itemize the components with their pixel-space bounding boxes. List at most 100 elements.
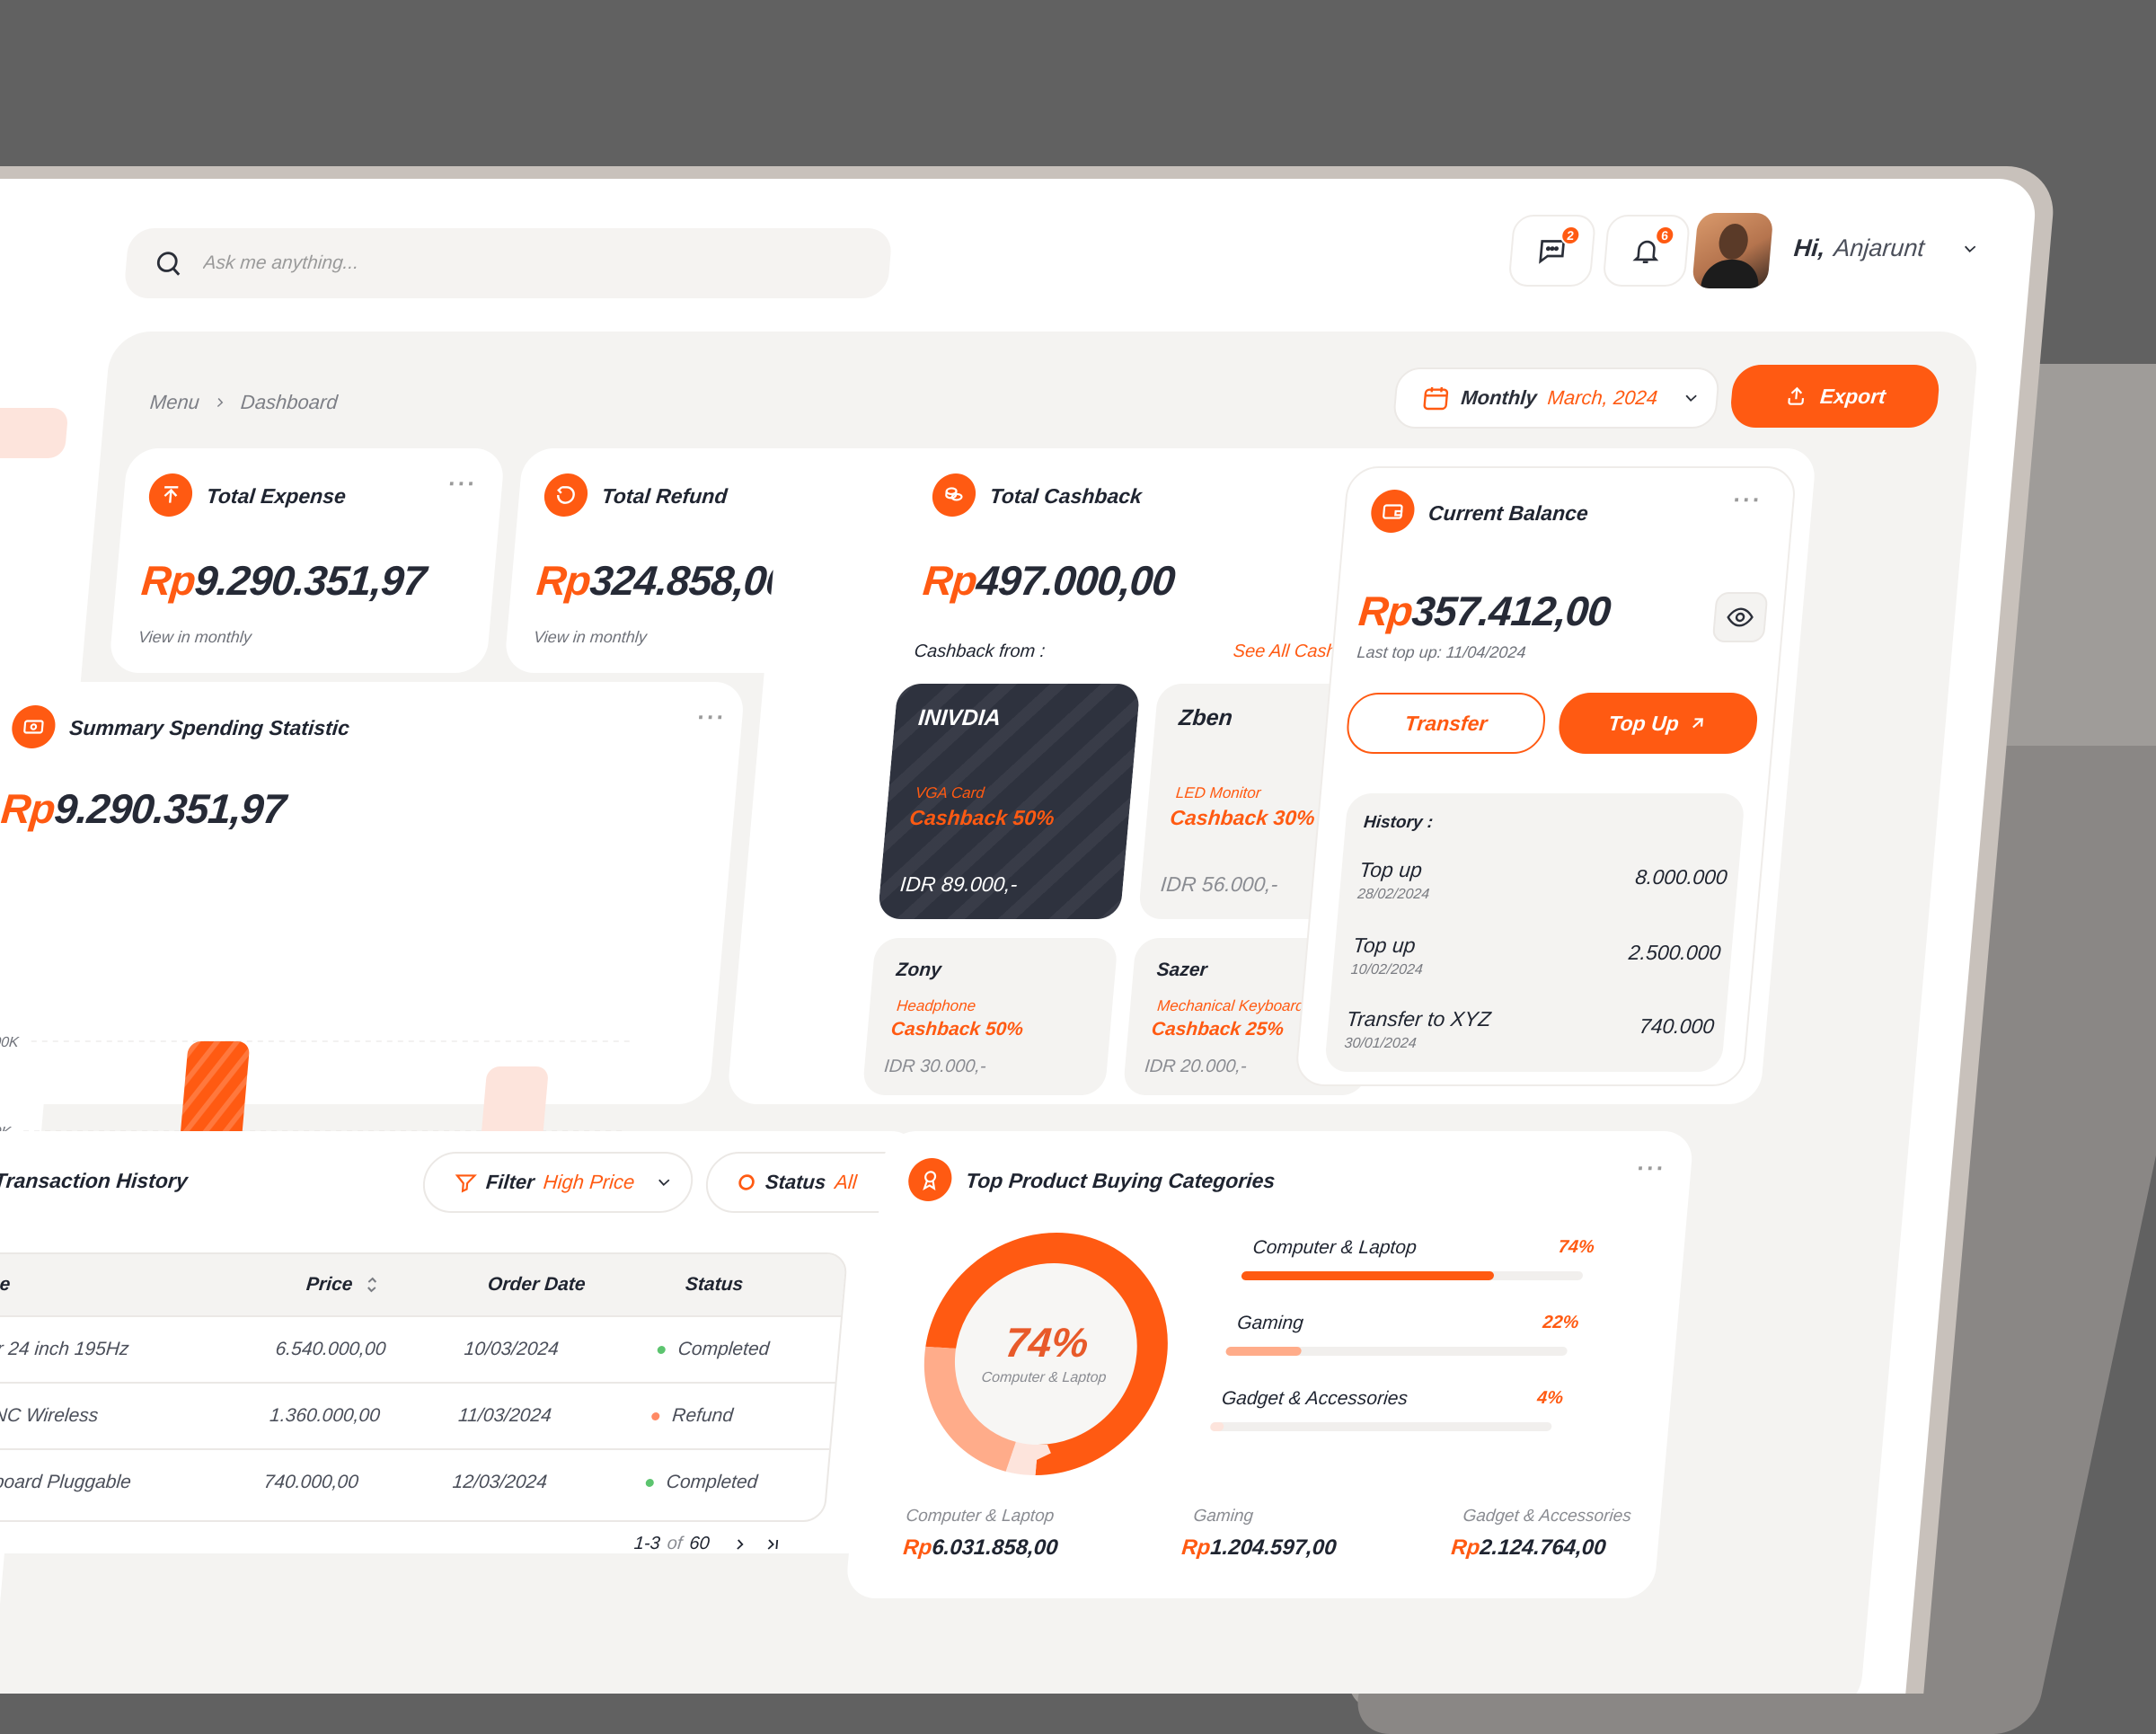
breadcrumb-current: Dashboard bbox=[239, 391, 339, 413]
category-total: Gaming Rp1.204.597,00 bbox=[1180, 1507, 1338, 1560]
breadcrumb-root[interactable]: Menu bbox=[148, 391, 201, 413]
history-label: History : bbox=[1363, 813, 1435, 832]
total-expense-title: Total Expense bbox=[205, 484, 348, 508]
more-icon[interactable]: ··· bbox=[1732, 486, 1763, 513]
cashback-card-zony[interactable]: Zony Headphone Cashback 50% IDR 30.000,- bbox=[862, 938, 1118, 1095]
column-status[interactable]: Status bbox=[685, 1274, 745, 1295]
cashback-from-label: Cashback from : bbox=[913, 641, 1047, 661]
more-icon[interactable]: ··· bbox=[446, 470, 479, 497]
column-price[interactable]: Price bbox=[305, 1274, 380, 1296]
notifications-badge: 6 bbox=[1654, 226, 1676, 245]
period-label: Monthly bbox=[1460, 386, 1538, 409]
coins-icon bbox=[930, 473, 978, 517]
page-total: 60 bbox=[688, 1534, 711, 1553]
cashback-category: LED Monitor bbox=[1175, 784, 1262, 801]
cashback-price: IDR 20.000,- bbox=[1144, 1057, 1248, 1076]
category-progress-track bbox=[1209, 1422, 1552, 1431]
cashback-price: IDR 89.000,- bbox=[898, 872, 1019, 896]
toggle-visibility-button[interactable] bbox=[1711, 592, 1769, 642]
pagination: 1-3 of 60 bbox=[633, 1534, 782, 1554]
cashback-category: VGA Card bbox=[915, 784, 985, 801]
more-icon[interactable]: ··· bbox=[696, 703, 728, 730]
top-up-button[interactable]: Top Up bbox=[1556, 693, 1760, 754]
more-icon[interactable]: ··· bbox=[1636, 1155, 1667, 1181]
top-categories-title: Top Product Buying Categories bbox=[965, 1169, 1277, 1192]
transaction-history-title: Transaction History bbox=[0, 1169, 189, 1192]
summary-amount: Rp9.290.351,97 bbox=[0, 785, 287, 832]
messages-button[interactable]: 2 bbox=[1507, 215, 1597, 287]
column-order-date[interactable]: Order Date bbox=[487, 1274, 587, 1295]
donut-center-value: 74% bbox=[1003, 1319, 1091, 1366]
history-row[interactable]: Top up 28/02/2024 8.000.000 bbox=[1356, 858, 1728, 902]
category-progress-track bbox=[1225, 1347, 1568, 1356]
table-header: Item Name Price Order Date Status bbox=[0, 1254, 847, 1317]
transfer-button[interactable]: Transfer bbox=[1344, 693, 1548, 754]
search-input[interactable] bbox=[202, 252, 834, 274]
last-topup-note: Last top up: 11/04/2024 bbox=[1356, 643, 1527, 661]
history-row[interactable]: Transfer to XYZ 30/01/2024 740.000 bbox=[1343, 1007, 1716, 1051]
next-page-icon[interactable] bbox=[730, 1535, 750, 1553]
total-expense-amount: Rp9.290.351,97 bbox=[139, 557, 428, 604]
history-row[interactable]: Top up 10/02/2024 2.500.000 bbox=[1349, 933, 1722, 978]
messages-badge: 2 bbox=[1560, 226, 1582, 245]
donut-segment-1[interactable] bbox=[923, 1233, 1168, 1475]
export-button[interactable]: Export bbox=[1728, 365, 1941, 428]
period-selector[interactable]: Monthly March, 2024 bbox=[1392, 367, 1721, 429]
upload-icon bbox=[1787, 386, 1804, 405]
cashback-price: IDR 56.000,- bbox=[1159, 872, 1279, 896]
wallet-icon bbox=[1369, 490, 1417, 533]
eye-icon bbox=[1727, 607, 1754, 627]
cashback-rate: Cashback 50% bbox=[889, 1019, 1025, 1040]
balance-history: History : Top up 28/02/2024 8.000.000 Top … bbox=[1323, 793, 1745, 1072]
column-item-name[interactable]: Item Name bbox=[0, 1274, 12, 1295]
filter-dropdown[interactable]: Filter High Price bbox=[420, 1152, 696, 1213]
total-refund-note: View in monthly bbox=[533, 628, 648, 646]
cashback-category: Headphone bbox=[896, 997, 976, 1014]
cashback-brand: Zben bbox=[1178, 705, 1234, 730]
total-expense-card: Total Expense ··· Rp9.290.351,97 View in… bbox=[108, 448, 506, 673]
transaction-table: Item Name Price Order Date Status LED Mo… bbox=[0, 1252, 849, 1522]
table-row[interactable]: LED Monitor 24 inch 195Hz 6.540.000,00 1… bbox=[0, 1317, 841, 1384]
last-page-icon[interactable] bbox=[763, 1535, 782, 1553]
total-refund-amount: Rp324.858,00 bbox=[535, 557, 791, 604]
category-progress-fill bbox=[1241, 1271, 1495, 1280]
cashback-rate: Cashback 25% bbox=[1150, 1019, 1286, 1040]
total-expense-note: View in monthly bbox=[137, 628, 252, 646]
dashboard-screen: 2 6 Hi, Anjarunt Menu Dashboard Monthly … bbox=[0, 179, 2038, 1694]
export-label: Export bbox=[1819, 384, 1887, 408]
search-icon bbox=[156, 252, 181, 276]
arrow-up-right-icon bbox=[1692, 718, 1704, 729]
circle-icon bbox=[738, 1174, 755, 1190]
user-name: Anjarunt bbox=[1833, 234, 1926, 261]
avatar[interactable] bbox=[1692, 213, 1774, 288]
chat-icon bbox=[1539, 240, 1566, 264]
filter-value: High Price bbox=[542, 1171, 636, 1193]
filter-label: Filter bbox=[485, 1171, 535, 1193]
cashback-card-inivdia[interactable]: INIVDIA VGA Card Cashback 50% IDR 89.000… bbox=[877, 684, 1141, 919]
category-progress-fill bbox=[1209, 1422, 1224, 1431]
cashback-price: IDR 30.000,- bbox=[883, 1057, 987, 1076]
chevron-down-icon bbox=[658, 1179, 670, 1187]
status-dot bbox=[650, 1411, 660, 1420]
total-cashback-amount: Rp497.000,00 bbox=[921, 557, 1177, 604]
bell-icon bbox=[1632, 240, 1659, 264]
sort-icon bbox=[367, 1278, 377, 1293]
sidebar-active-item[interactable] bbox=[0, 408, 69, 458]
donut-segment-2[interactable] bbox=[923, 1233, 1168, 1475]
cashback-brand: Sazer bbox=[1155, 960, 1208, 980]
status-dot bbox=[657, 1345, 667, 1354]
money-icon bbox=[10, 705, 57, 748]
search-bar[interactable] bbox=[123, 228, 893, 298]
user-greeting[interactable]: Hi, Anjarunt bbox=[1793, 234, 1982, 262]
table-row[interactable]: eadphone ANC Wireless 1.360.000,00 11/03… bbox=[0, 1384, 835, 1450]
summary-title: Summary Spending Statistic bbox=[68, 716, 351, 739]
top-categories-card: Top Product Buying Categories ··· 74% Co… bbox=[844, 1131, 1695, 1598]
page-of: of bbox=[666, 1534, 684, 1553]
chevron-right-icon bbox=[216, 397, 224, 408]
category-progress-fill bbox=[1225, 1347, 1302, 1356]
tilted-dashboard: 2 6 Hi, Anjarunt Menu Dashboard Monthly … bbox=[0, 166, 2057, 1694]
breadcrumb: Menu Dashboard bbox=[149, 391, 339, 414]
table-row[interactable]: chanical Keyboard Pluggable 740.000,00 1… bbox=[0, 1472, 759, 1492]
notifications-button[interactable]: 6 bbox=[1602, 215, 1692, 287]
status-value: All bbox=[834, 1171, 858, 1193]
